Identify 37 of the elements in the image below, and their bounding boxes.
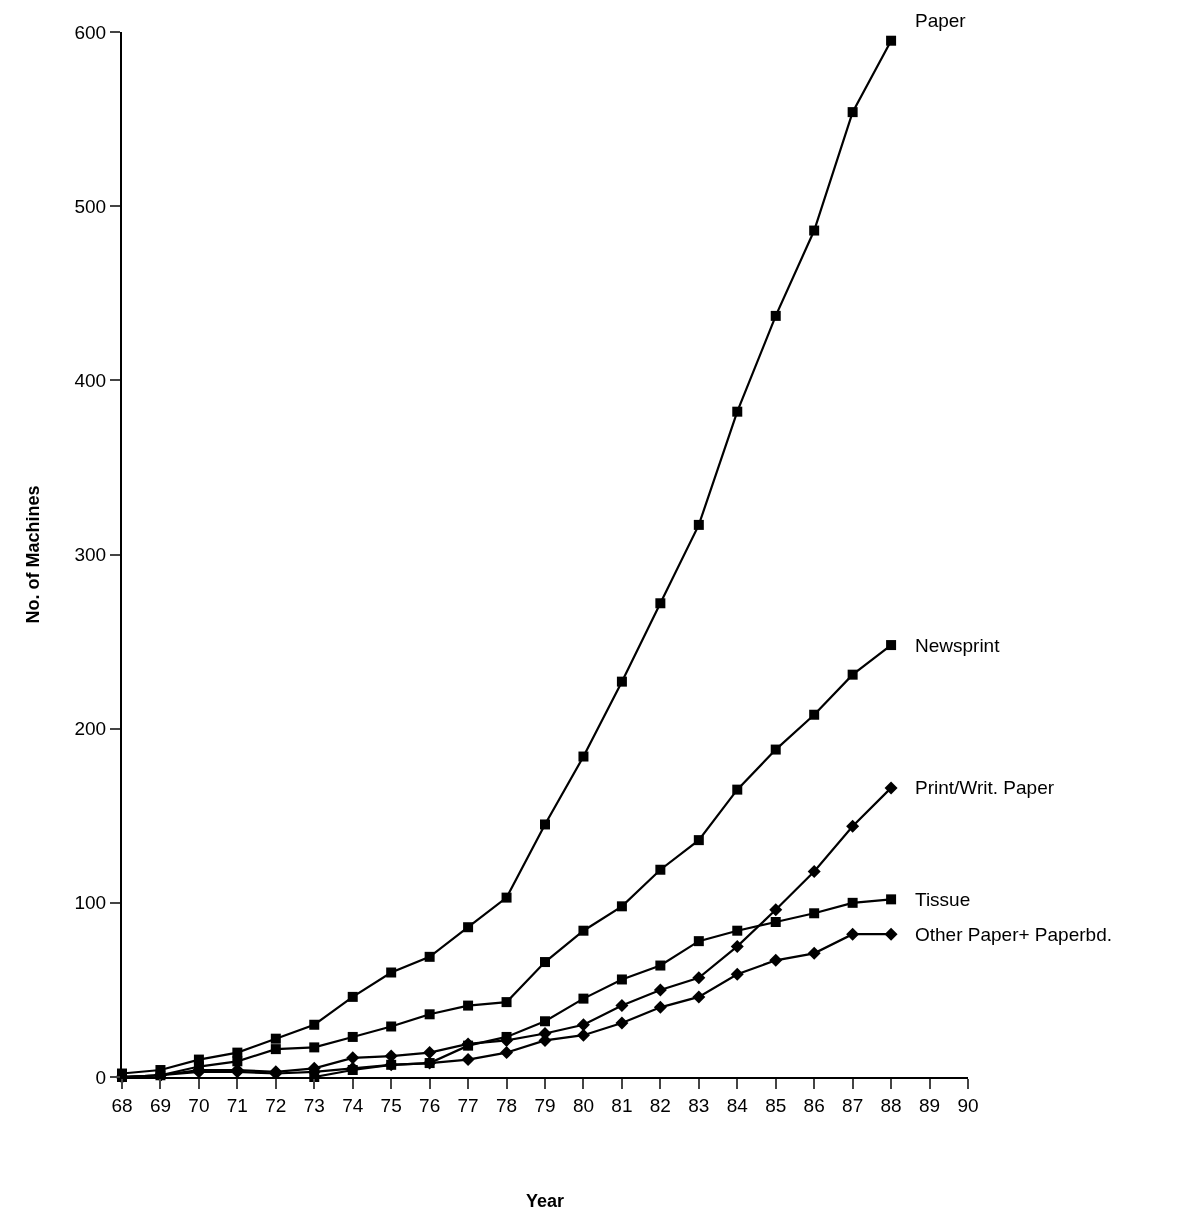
x-tick-label: 83 [688,1094,710,1116]
y-axis-title: No. of Machines [23,485,44,624]
y-tick-label: 100 [74,892,107,914]
x-tick-label: 71 [226,1094,248,1116]
x-axis-title: Year [525,1191,565,1212]
x-tick-label: 75 [380,1094,402,1116]
y-tick-label: 300 [74,544,107,566]
x-tick-label: 89 [918,1094,941,1116]
series-label: Print/Writ. Paper [915,777,1055,798]
x-tick-label: 72 [265,1094,287,1116]
y-tick-label: 400 [74,369,107,391]
y-tick-label: 600 [74,21,107,43]
x-tick-label: 76 [419,1094,441,1116]
x-tick-label: 85 [765,1094,787,1116]
x-tick-label: 88 [880,1094,902,1116]
x-tick-label: 69 [149,1094,172,1116]
x-tick-label: 80 [572,1094,595,1116]
y-tick-label: 200 [74,718,107,740]
x-tick-label: 87 [842,1094,864,1116]
series-label: Tissue [915,889,971,910]
x-tick-label: 90 [957,1094,979,1116]
series-label: Paper [915,10,967,31]
y-tick-label: 0 [95,1066,107,1088]
x-tick-label: 74 [342,1094,364,1116]
series-label: Other Paper+ Paperbd. [915,924,1112,945]
x-tick-label: 82 [649,1094,671,1116]
x-tick-label: 68 [111,1094,133,1116]
series-label: Newsprint [915,635,1001,656]
x-tick-label: 81 [611,1094,633,1116]
x-tick-label: 73 [303,1094,325,1116]
x-tick-label: 70 [188,1094,210,1116]
x-tick-label: 79 [534,1094,556,1116]
x-tick-label: 77 [457,1094,479,1116]
x-tick-label: 84 [726,1094,749,1116]
x-tick-label: 86 [803,1094,825,1116]
x-tick-label: 78 [495,1094,518,1116]
y-tick-label: 500 [74,195,107,217]
